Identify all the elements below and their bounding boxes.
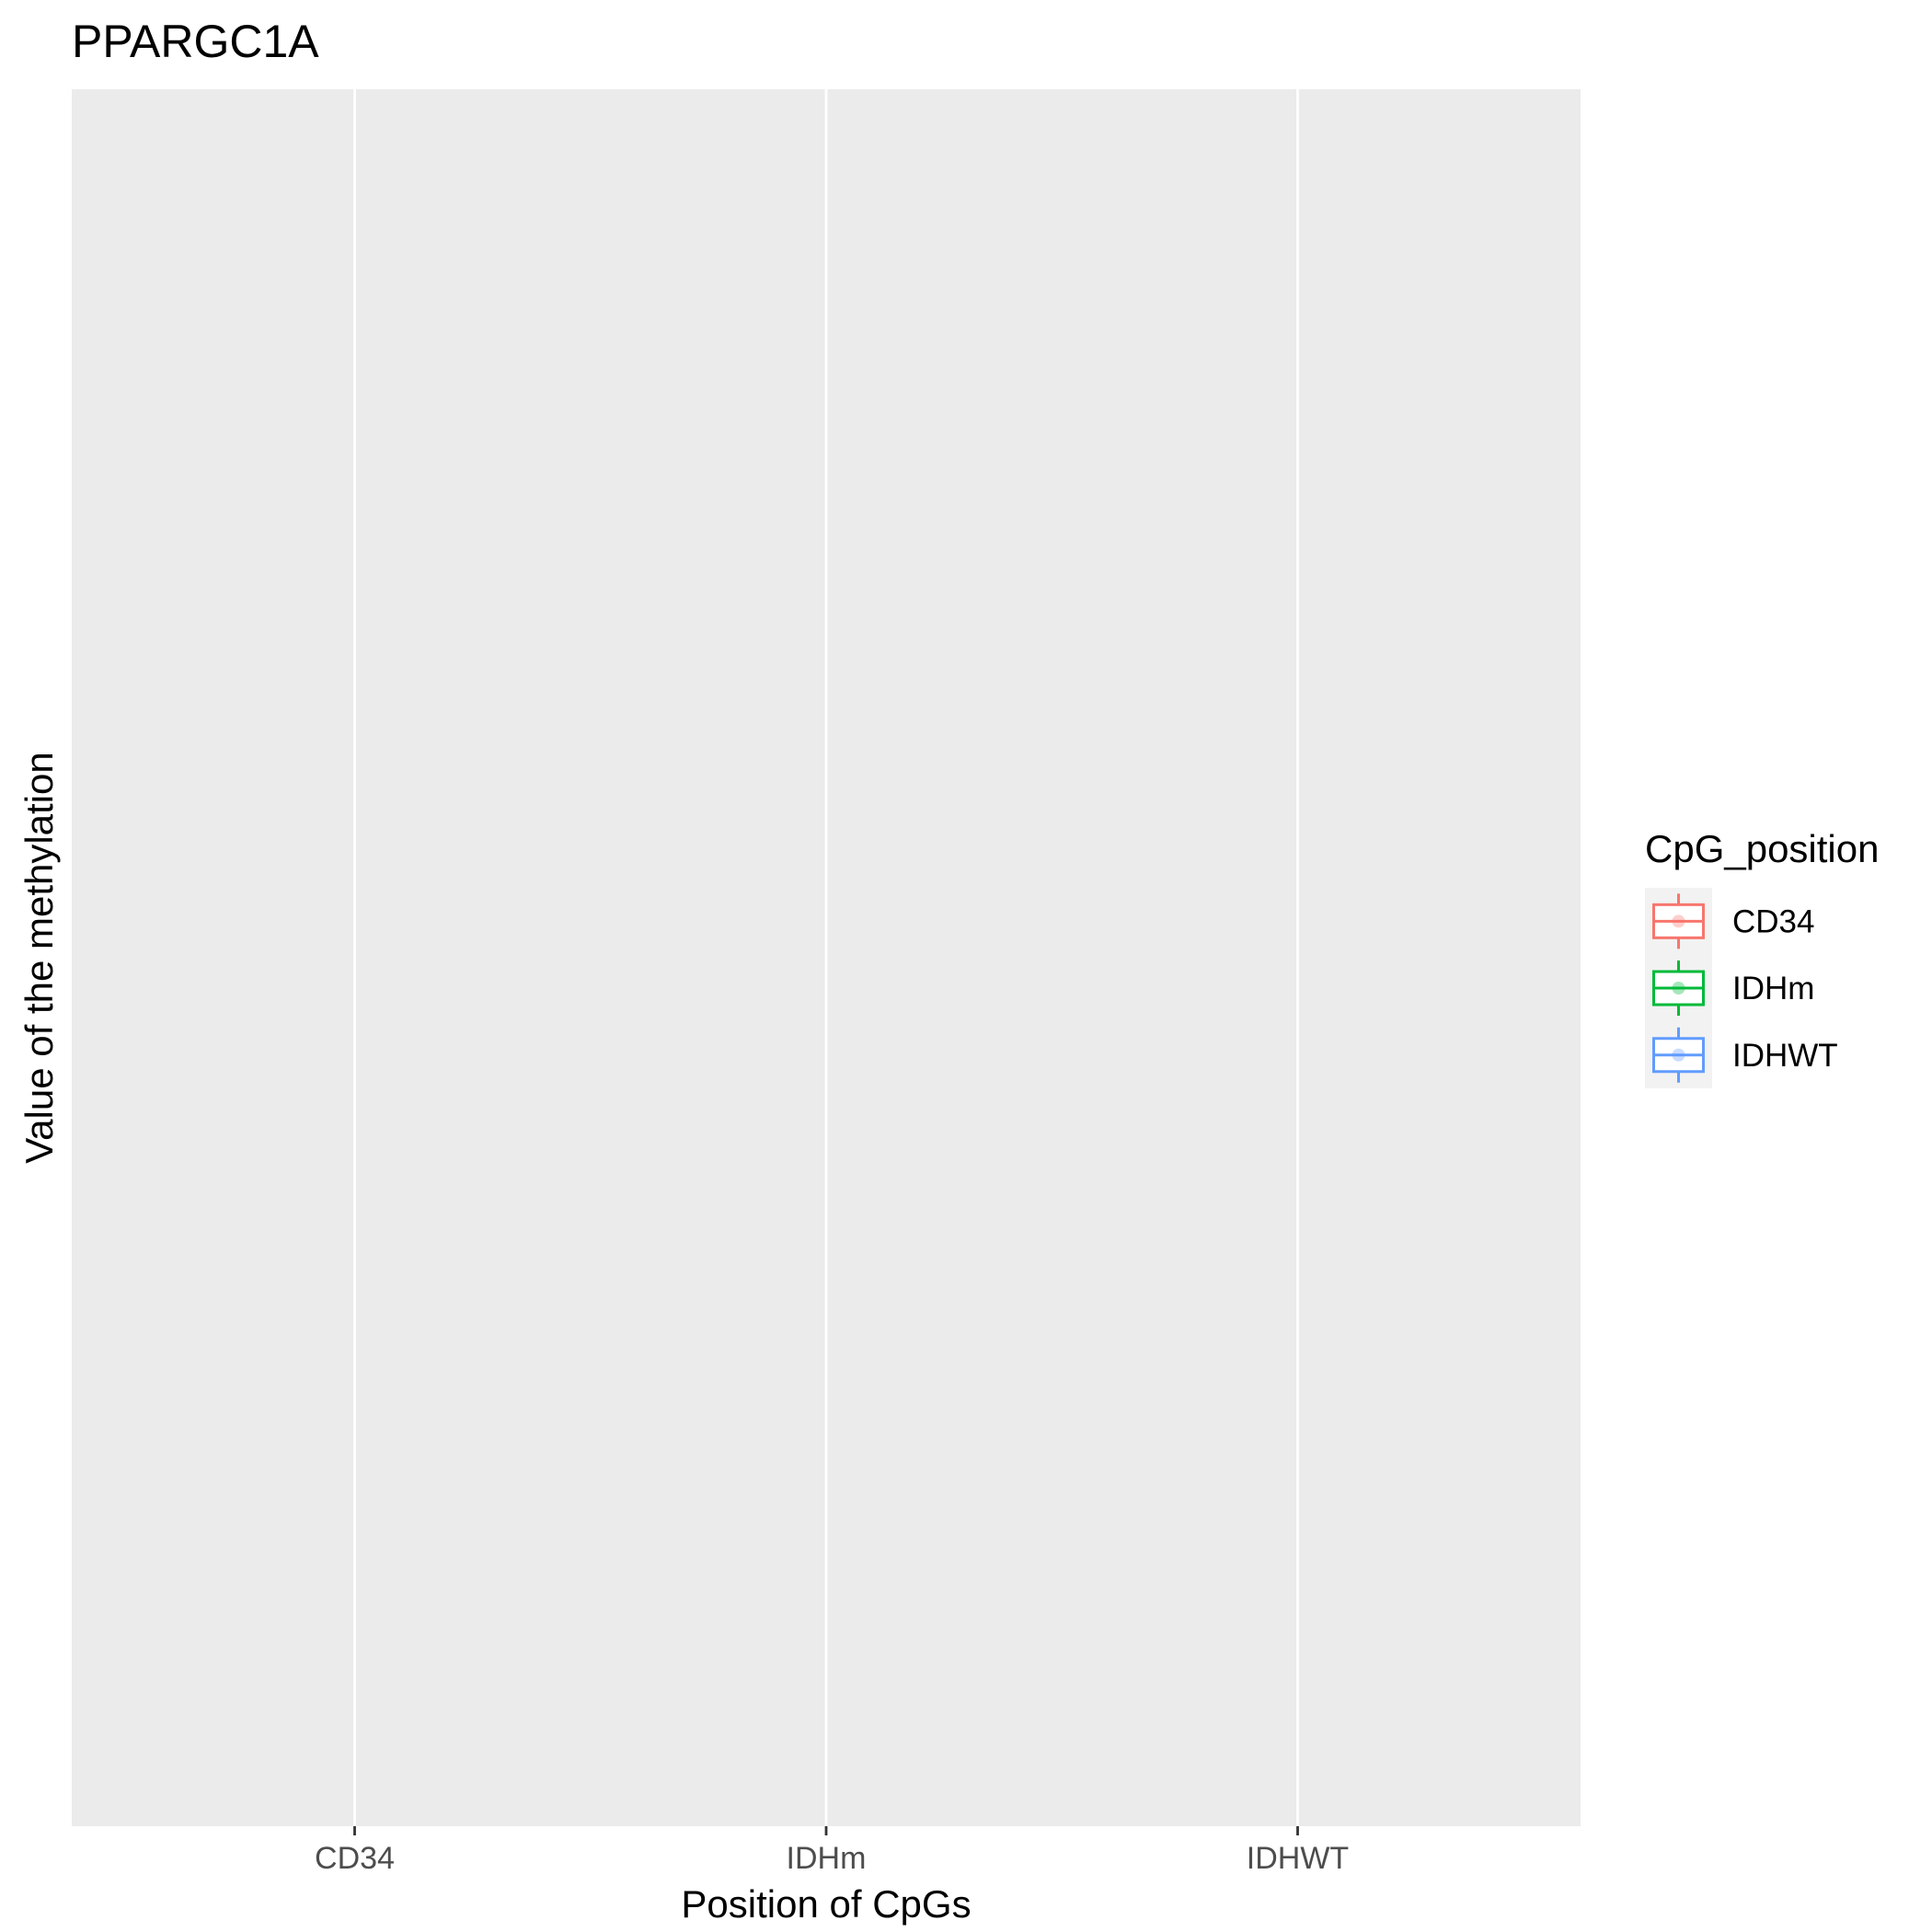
legend-entry-idhwt: IDHWT [1652,1027,1838,1083]
legend-key-point [1672,982,1685,995]
x-tick-label-idhm: IDHm [787,1841,867,1876]
y-axis-title: Value of the methylation [17,752,61,1164]
legend-title: CpG_position [1645,827,1879,870]
legend-entry-idhm: IDHm [1652,960,1814,1017]
x-axis-ticks [353,1826,1299,1835]
legend-key-point [1672,1048,1685,1062]
x-tick-label-cd34: CD34 [315,1841,395,1876]
x-axis-title: Position of CpGs [681,1882,971,1926]
legend: CpG_position CD34 IDHm IDHWT [1645,827,1879,1088]
legend-key-point [1672,914,1685,928]
x-axis-tick-labels: CD34 IDHm IDHWT [315,1841,1349,1876]
grid-lines [353,89,1299,1826]
legend-entries: CD34 IDHm IDHWT [1652,893,1838,1083]
x-tick-label-idhwt: IDHWT [1247,1841,1349,1876]
legend-entry-cd34: CD34 [1652,893,1814,949]
legend-label-cd34: CD34 [1732,903,1814,939]
legend-label-idhwt: IDHWT [1732,1038,1838,1074]
legend-label-idhm: IDHm [1732,971,1814,1006]
chart-title: PPARGC1A [72,16,319,67]
